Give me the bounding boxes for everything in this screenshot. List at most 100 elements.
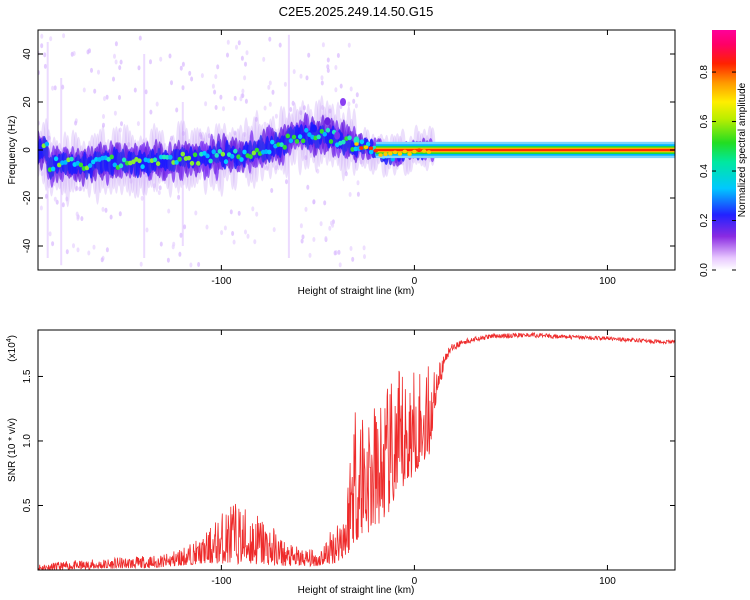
spectrogram-speckle [152, 157, 158, 163]
spectrogram-noise-dot [326, 57, 330, 63]
spectrogram-noise-dot [49, 36, 53, 42]
spectrogram-noise-dot [253, 239, 257, 245]
spectrogram-noise-dot [274, 165, 278, 171]
spectrogram-bright-speckle [388, 151, 393, 156]
spectrogram-noise-dot [102, 122, 105, 128]
spectrogram-noise-dot [204, 101, 208, 107]
spectrogram-bright-speckle [373, 148, 378, 153]
spectrogram-noise-dot [347, 101, 351, 107]
spectrogram-speckle [294, 139, 300, 144]
spectrogram-speckle [270, 139, 275, 145]
spectrogram-noise-dot [302, 105, 306, 111]
spectrogram-noise-dot [43, 52, 47, 58]
spectrogram-noise-dot [140, 195, 144, 201]
spectrogram-noise-dot [320, 75, 324, 81]
spectrogram-noise-dot [205, 224, 209, 230]
spectrogram-noise-dot [267, 84, 271, 90]
colorbar-tick-label: 0.4 [699, 164, 710, 178]
spectrogram-noise-dot [278, 42, 282, 48]
spectrogram-noise-dot [53, 196, 57, 202]
spectrogram-noise-dot [213, 89, 217, 95]
spectrogram-speckle [279, 142, 284, 148]
spectrogram-speckle [347, 135, 352, 141]
spectrogram-speckle [146, 158, 151, 164]
spectrogram-speckle [251, 150, 256, 156]
spectrogram-speckle [109, 154, 114, 160]
spectrogram-noise-dot [233, 95, 237, 101]
spectrogram-noise-dot [305, 75, 309, 81]
spectrogram-noise-dot [265, 165, 269, 171]
snr-ytick-label: 1.5 [22, 369, 33, 383]
spectrogram-noise-dot [70, 51, 74, 57]
spectrogram-speckle [106, 156, 111, 162]
spectrogram-speckle [192, 152, 198, 158]
spectrogram-noise-dot [326, 68, 330, 73]
spectrogram-noise-dot [51, 85, 55, 91]
spectrogram-blob [353, 136, 360, 145]
spectrogram-noise-dot [136, 121, 140, 127]
snr-marks [38, 331, 675, 570]
spectrogram-noise-dot [97, 69, 100, 75]
spectrogram-noise-dot [307, 52, 311, 58]
spectrogram-noise-dot [241, 93, 245, 99]
spectrogram-speckle [322, 131, 327, 137]
spectrogram-noise-dot [334, 87, 338, 93]
spectrogram-speckle [233, 148, 238, 154]
spectrogram-frame [37, 29, 676, 271]
spectrogram-noise-dot [118, 95, 121, 100]
spectrogram-noise-dot [323, 200, 327, 206]
spectrogram-noise-dot [262, 56, 266, 62]
spectrogram-speckle [359, 139, 365, 145]
spectrogram-noise-dot [300, 238, 304, 244]
spectrogram-noise-dot [304, 206, 308, 212]
snr-ylabel: SNR (10 * v/v) [7, 418, 18, 482]
spectrogram-bright-speckle [383, 152, 388, 156]
spectrogram-noise-dot [333, 250, 337, 256]
spectrogram-speckle [242, 149, 247, 155]
spectrogram-noise-dot [40, 171, 44, 177]
spectrogram-speckle [369, 149, 374, 155]
spectrogram-noise-dot [166, 257, 170, 263]
spectrogram-noise-dot [167, 208, 171, 214]
spectrogram-noise-dot [113, 110, 117, 116]
snr-frame [37, 329, 676, 571]
spectrogram-speckle [301, 138, 306, 144]
spectrogram-bright-speckle [392, 150, 398, 155]
spectrogram-noise-dot [82, 87, 86, 93]
snr-xlabel: Height of straight line (km) [298, 585, 415, 596]
spectrogram-noise-dot [328, 225, 332, 231]
spectrogram-marks [38, 33, 675, 268]
spectrogram-speckle [177, 156, 182, 162]
spectrogram-noise-dot [220, 230, 224, 236]
spectrogram-noise-dot [65, 196, 69, 202]
spectrogram-noise-dot [235, 44, 238, 50]
spectrogram-noise-dot [168, 53, 172, 59]
spectrogram-speckle [276, 142, 281, 148]
spectrogram-noise-dot [61, 202, 65, 208]
colorbar-tick-label: 0.6 [699, 114, 710, 128]
snr-ytick-label: 0.5 [22, 498, 33, 512]
spectrogram-noise-dot [339, 83, 343, 89]
spectrogram-noise-dot [152, 183, 156, 189]
spectrogram-noise-dot [119, 59, 123, 65]
spectrogram-bright-speckle [378, 153, 383, 157]
spectrogram-noise-dot [363, 254, 366, 260]
spectrogram-bright-speckle [407, 152, 412, 156]
spectrogram-noise-dot [354, 103, 358, 109]
spectrogram-speckle [285, 133, 290, 139]
spectrogram-xtick-label: 0 [412, 276, 418, 287]
spectrogram-noise-dot [87, 250, 91, 256]
spectrogram-noise-dot [233, 130, 237, 136]
spectrogram-noise-dot [291, 100, 295, 106]
spectrogram-noise-dot [330, 220, 333, 226]
spectrogram-noise-dot [359, 159, 363, 165]
spectrogram-noise-dot [88, 48, 91, 54]
spectrogram-noise-dot [40, 43, 44, 49]
spectrogram-noise-dot [237, 40, 241, 46]
spectrogram-noise-dot [223, 225, 227, 231]
spectrogram-core-blue [225, 139, 229, 164]
spectrogram-noise-dot [90, 67, 93, 73]
spectrogram-noise-dot [254, 116, 258, 122]
spectrogram-noise-dot [118, 65, 122, 71]
spectrogram-noise-dot [283, 81, 287, 87]
